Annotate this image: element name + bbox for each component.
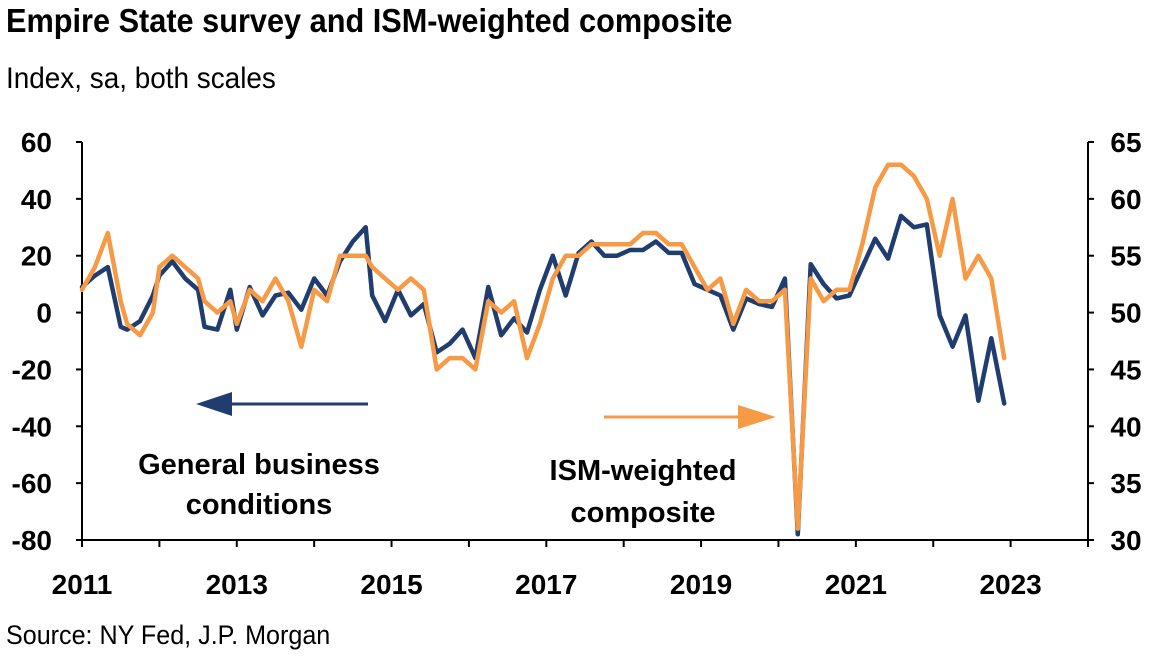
y-left-tick-label: 40 xyxy=(21,184,52,215)
arrow-right-head xyxy=(738,405,776,429)
y-right-tick-label: 65 xyxy=(1110,127,1141,158)
annotation-ism-line1: ISM-weighted xyxy=(550,455,737,487)
chart-axes: 60 40 20 0 -20 -40 -60 -80 65 60 55 50 45 40 35 30 2011 2… xyxy=(12,127,1142,600)
y-right-tick-label: 30 xyxy=(1110,525,1141,556)
y-right-tick-label: 60 xyxy=(1110,184,1141,215)
y-left-tick-label: 60 xyxy=(21,127,52,158)
source-note: Source: NY Fed, J.P. Morgan xyxy=(6,620,331,650)
arrow-left-head xyxy=(196,392,232,416)
x-tick-label: 2013 xyxy=(206,569,268,600)
x-tick-label: 2015 xyxy=(360,569,422,600)
series-line-general-business xyxy=(79,213,1007,537)
y-right-tick-label: 40 xyxy=(1110,411,1141,442)
y-left-tick-label: -60 xyxy=(12,468,52,499)
annotation-general-line1: General business xyxy=(138,449,380,481)
x-tick-label: 2023 xyxy=(979,569,1041,600)
y-right-tick-label: 45 xyxy=(1110,354,1141,385)
y-right-tick-label: 35 xyxy=(1110,468,1141,499)
series-layer xyxy=(79,162,1007,537)
series-line-ism-composite xyxy=(79,162,1007,531)
annotations: General business conditions ISM-weighted co… xyxy=(138,392,776,529)
y-left-tick-label: -80 xyxy=(12,525,52,556)
y-left-tick-label: -20 xyxy=(12,354,52,385)
chart-subtitle: Index, sa, both scales xyxy=(6,62,276,95)
y-right-tick-label: 50 xyxy=(1110,298,1141,329)
annotation-ism-line2: composite xyxy=(570,497,715,529)
y-left-tick-label: 20 xyxy=(21,241,52,272)
x-tick-label: 2021 xyxy=(825,569,887,600)
y-left-tick-label: 0 xyxy=(36,298,52,329)
x-tick-label: 2017 xyxy=(515,569,577,600)
chart-title: Empire State survey and ISM-weighted com… xyxy=(6,2,733,39)
y-right-tick-label: 55 xyxy=(1110,241,1141,272)
x-tick-label: 2019 xyxy=(670,569,732,600)
y-left-tick-label: -40 xyxy=(12,411,52,442)
annotation-general-line2: conditions xyxy=(186,489,333,521)
x-tick-label: 2011 xyxy=(52,569,113,600)
